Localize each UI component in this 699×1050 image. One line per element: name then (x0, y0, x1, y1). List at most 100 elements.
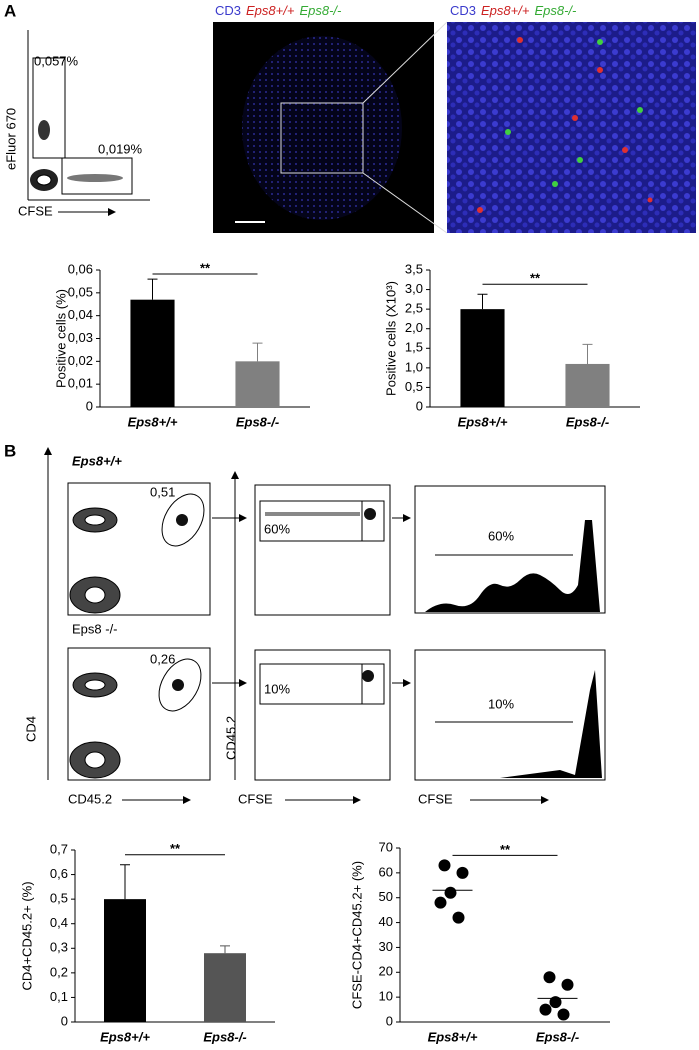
data-point (438, 859, 451, 872)
legend-entry: Eps8+/+ (481, 3, 530, 18)
y-tick-label: 0 (386, 1013, 393, 1028)
x-tick-label: Eps8-/- (566, 414, 609, 429)
y-tick-label: 0,04 (68, 307, 93, 322)
legend-entry: Eps8-/- (534, 3, 577, 18)
y-tick-label: 0,05 (68, 284, 93, 299)
y-tick-label: 0,6 (50, 866, 68, 881)
microscopy (213, 21, 696, 234)
significance-label: ** (170, 841, 181, 856)
legend-entry: Eps8-/- (299, 3, 342, 18)
flow-plot: 0,057% 0,019% eFluor 670 CFSE (3, 30, 150, 218)
axis-label: CD4 (23, 716, 38, 742)
axis-label: CD45.2 (223, 716, 238, 760)
y-tick-label: 0 (86, 398, 93, 413)
panel-label: A (4, 1, 16, 20)
legend-entry: Eps8+/+ (246, 3, 295, 18)
x-tick-label: Eps8+/+ (128, 414, 178, 429)
axis-label: CFSE (18, 203, 53, 218)
legend-entry: CD3 (215, 3, 241, 18)
bar (130, 299, 175, 407)
data-point (434, 896, 447, 909)
gate-label: 60% (264, 521, 290, 536)
bar (460, 309, 505, 407)
y-tick-label: 0,02 (68, 353, 93, 368)
image-legend: CD3 Eps8+/+ Eps8-/- (215, 3, 342, 18)
y-tick-label: 0 (416, 398, 423, 413)
data-point (539, 1003, 552, 1016)
y-tick-label: 30 (379, 939, 393, 954)
y-tick-label: 40 (379, 914, 393, 929)
y-tick-label: 0,01 (68, 376, 93, 391)
panel-label: B (4, 441, 16, 460)
error-bar (220, 945, 230, 954)
data-point (456, 866, 469, 879)
y-tick-label: 50 (379, 889, 393, 904)
data-point (549, 996, 562, 1009)
y-tick-label: 2,0 (405, 320, 423, 335)
significance-label: ** (200, 260, 211, 275)
bar (565, 363, 610, 407)
axis-label: CFSE (238, 791, 273, 806)
y-axis-label: Positive cells (X10³) (383, 281, 398, 396)
y-tick-label: 20 (379, 964, 393, 979)
y-tick-label: 70 (379, 839, 393, 854)
axis-label: CD45.2 (68, 791, 112, 806)
gate-label: 10% (264, 681, 290, 696)
y-tick-label: 0,06 (68, 261, 93, 276)
y-axis-label: CFSE-CD4+CD45.2+ (%) (349, 861, 364, 1009)
error-bar (477, 293, 488, 310)
bar (204, 953, 246, 1022)
data-point (444, 886, 457, 899)
x-tick-label: Eps8+/+ (428, 1029, 478, 1044)
x-tick-label: Eps8-/- (536, 1029, 579, 1044)
error-bar (582, 343, 593, 364)
y-tick-label: 1,5 (405, 340, 423, 355)
data-point (543, 971, 556, 984)
y-tick-label: 0,3 (50, 940, 68, 955)
y-tick-label: 2,5 (405, 301, 423, 316)
data-point (561, 978, 574, 991)
error-bar (120, 864, 130, 900)
x-tick-label: Eps8-/- (203, 1029, 246, 1044)
y-tick-label: 0,4 (50, 915, 68, 930)
y-tick-label: 0,7 (50, 841, 68, 856)
x-tick-label: Eps8+/+ (458, 414, 508, 429)
gate-label: 0,019% (98, 141, 143, 156)
gate-label: 0,057% (34, 53, 79, 68)
y-tick-label: 0,03 (68, 330, 93, 345)
hist-label: 60% (488, 528, 514, 543)
y-tick-label: 60 (379, 864, 393, 879)
y-tick-label: 0,5 (50, 891, 68, 906)
error-bar (147, 278, 158, 300)
axis-label: eFluor 670 (3, 108, 18, 170)
bar (235, 361, 280, 407)
significance-label: ** (500, 842, 511, 857)
data-point (557, 1008, 570, 1021)
gate-label: 0,51 (150, 484, 175, 499)
flow-panel: Eps8+/+ Eps8 -/- 0,51 0,26 60% 10% 60% 1… (23, 447, 606, 806)
x-tick-label: Eps8+/+ (100, 1029, 150, 1044)
bar (104, 899, 146, 1022)
image-legend: CD3 Eps8+/+ Eps8-/- (450, 3, 577, 18)
y-axis-label: CD4+CD45.2+ (%) (19, 881, 34, 990)
significance-label: ** (530, 271, 541, 286)
y-tick-label: 3,0 (405, 281, 423, 296)
legend-entry: CD3 (450, 3, 476, 18)
y-tick-label: 0,5 (405, 379, 423, 394)
y-tick-label: 10 (379, 989, 393, 1004)
error-bar (252, 342, 263, 362)
y-tick-label: 3,5 (405, 261, 423, 276)
row-label: Eps8+/+ (72, 453, 122, 468)
gate-label: 0,26 (150, 651, 175, 666)
y-axis-label: Positive cells (%) (53, 289, 68, 388)
data-point (452, 911, 465, 924)
y-tick-label: 1,0 (405, 359, 423, 374)
x-tick-label: Eps8-/- (236, 414, 279, 429)
axis-label: CFSE (418, 791, 453, 806)
y-tick-label: 0,1 (50, 989, 68, 1004)
hist-label: 10% (488, 696, 514, 711)
row-label: Eps8 -/- (72, 621, 118, 636)
y-tick-label: 0,2 (50, 964, 68, 979)
y-tick-label: 0 (61, 1013, 68, 1028)
